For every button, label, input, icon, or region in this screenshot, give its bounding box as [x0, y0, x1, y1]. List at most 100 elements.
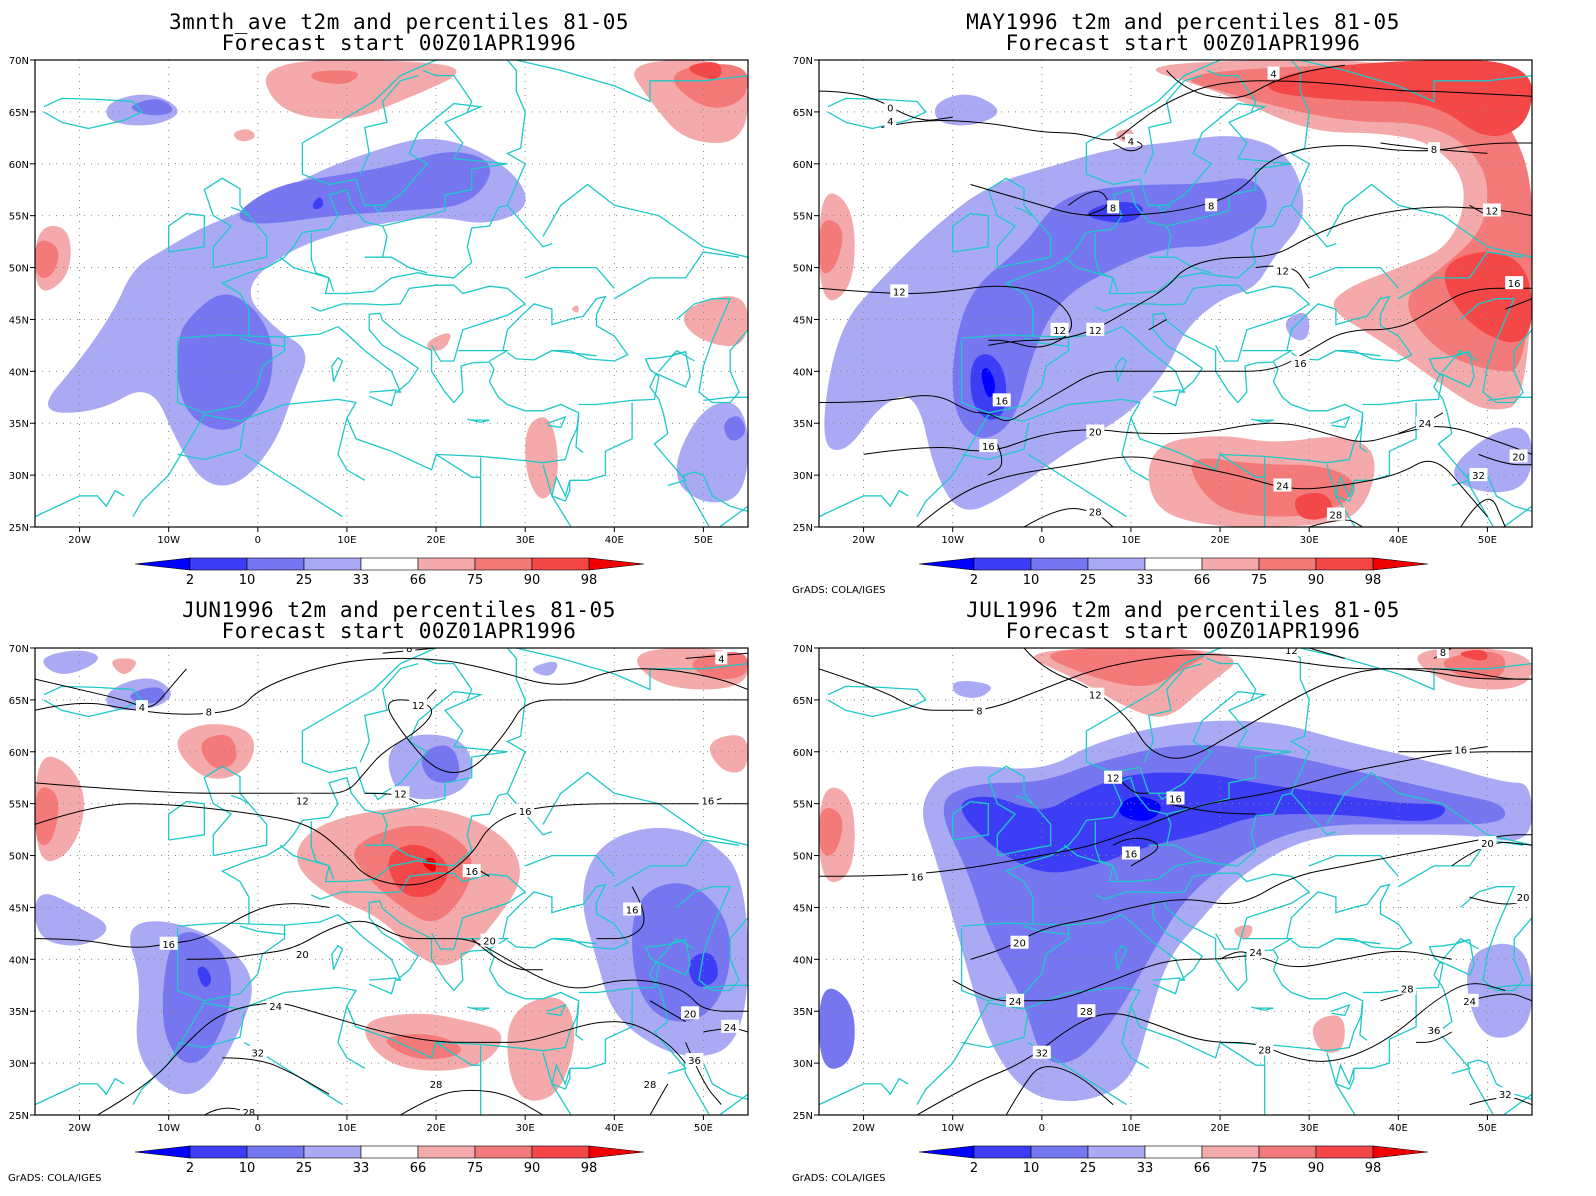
contour-label-text: 16 — [162, 940, 175, 951]
colorbar-label: 90 — [524, 1161, 541, 1176]
coastline — [1165, 225, 1172, 258]
contour-label-text: 32 — [1499, 1090, 1512, 1101]
contour-label-text: 12 — [412, 701, 425, 712]
coastline — [1094, 233, 1119, 292]
coastline — [132, 900, 580, 1105]
contour-label-text: 8 — [406, 644, 412, 655]
percentile-shading — [35, 787, 59, 846]
y-tick-label: 40N — [793, 367, 813, 378]
y-tick-label: 45N — [9, 903, 29, 914]
contour-label-text: 12 — [1053, 326, 1066, 337]
coastline — [43, 97, 143, 130]
contour-label: 4 — [715, 651, 728, 665]
x-tick-label: 20E — [1211, 535, 1230, 546]
coastline — [311, 872, 527, 950]
percentile-shading — [35, 240, 59, 278]
percentile-shading — [819, 808, 843, 856]
colorbar-segment — [189, 557, 248, 571]
coastline — [168, 212, 205, 253]
coastline — [177, 423, 246, 461]
x-tick-label: 10E — [1121, 1123, 1140, 1134]
coastline — [952, 212, 989, 253]
x-tick-label: 10W — [157, 535, 180, 546]
panel-subtitle: Forecast start 00Z01APR1996 — [221, 619, 577, 643]
colorbar-label: 33 — [1137, 573, 1154, 588]
percentile-shading — [311, 70, 359, 84]
x-tick-label: 40E — [1389, 1123, 1408, 1134]
coastline — [1359, 1002, 1368, 1041]
coastline — [1152, 389, 1181, 407]
contour-label: 24 — [266, 999, 285, 1013]
y-tick-label: 30N — [9, 1059, 29, 1070]
coastline — [502, 883, 629, 950]
contour-label-text: 20 — [1089, 428, 1102, 439]
percentile-shading — [1268, 60, 1532, 137]
percentile-shading — [427, 333, 451, 351]
coastline — [239, 337, 285, 348]
colorbar-segment — [1315, 557, 1374, 571]
colorbar-label: 66 — [1194, 573, 1211, 588]
colorbar-label: 33 — [1137, 1161, 1154, 1176]
coastline — [337, 417, 366, 481]
contour-line — [819, 287, 1532, 422]
colorbar-segment — [246, 1145, 305, 1159]
coastline — [613, 839, 740, 888]
contour-label-bg — [908, 869, 927, 883]
coastline — [1206, 657, 1257, 701]
contour-label: 16 — [1121, 846, 1140, 860]
y-tick-label: 70N — [793, 56, 813, 67]
x-tick-label: 50E — [694, 535, 713, 546]
colorbar-segment — [973, 557, 1032, 571]
percentile-shading — [1443, 651, 1506, 680]
y-tick-label: 25N — [793, 1111, 813, 1122]
percentile-shading — [709, 735, 748, 773]
coastline — [1242, 937, 1294, 950]
contour-label-bg — [462, 864, 481, 878]
percentile-shading — [819, 988, 855, 1069]
contour-line — [35, 657, 748, 715]
credit-text: GrADS: COLA/IGES — [792, 1173, 886, 1184]
contour-label-text: 0 — [887, 104, 893, 115]
coastline — [547, 415, 567, 429]
contour-label: 36 — [1424, 1022, 1443, 1037]
colorbar-label: 66 — [410, 573, 427, 588]
contour-label-bg — [135, 700, 148, 714]
percentile-shading — [1234, 925, 1253, 940]
colorbar-label: 10 — [239, 573, 256, 588]
panel-jul1996: JUL1996 t2m and percentiles 81-05 Foreca… — [784, 588, 1582, 1186]
coastline — [1152, 977, 1181, 995]
contour-label-bg — [239, 1104, 258, 1115]
contour-label: 12 — [890, 284, 909, 298]
colorbar-label: 10 — [1023, 573, 1040, 588]
coastline — [1095, 872, 1311, 950]
contour-label-bg — [685, 1052, 704, 1066]
coastline — [1460, 298, 1532, 404]
plot-frame — [818, 59, 1533, 528]
contour-label: 16 — [1291, 356, 1310, 370]
contour-label: 20 — [1010, 935, 1029, 950]
coastline — [1317, 937, 1381, 949]
contour-label-bg — [884, 114, 897, 128]
percentile-shading — [724, 416, 746, 441]
contour-label-text: 24 — [269, 1002, 282, 1013]
percentile-shading — [197, 966, 212, 988]
percentile-shading — [1312, 1015, 1345, 1053]
coastline — [467, 418, 490, 423]
coastline — [311, 284, 527, 362]
contour-label-bg — [1478, 836, 1497, 850]
contour-label-bg — [1505, 276, 1524, 290]
colorbar-arrow-right — [588, 557, 645, 571]
y-tick-label: 70N — [9, 644, 29, 655]
coastline — [1219, 453, 1265, 478]
panel-subtitle: Forecast start 00Z01APR1996 — [221, 31, 577, 55]
contour-label: 16 — [992, 393, 1011, 407]
coastline — [578, 938, 686, 994]
contour-line — [1380, 142, 1488, 154]
y-tick-label: 25N — [9, 1111, 29, 1122]
percentile-shading — [952, 681, 991, 698]
coastline — [1148, 256, 1212, 274]
contour-label-bg — [992, 393, 1011, 407]
coastline — [1004, 648, 1532, 924]
contour-label-text: 24 — [724, 1023, 737, 1034]
contour-label-bg — [715, 651, 728, 665]
